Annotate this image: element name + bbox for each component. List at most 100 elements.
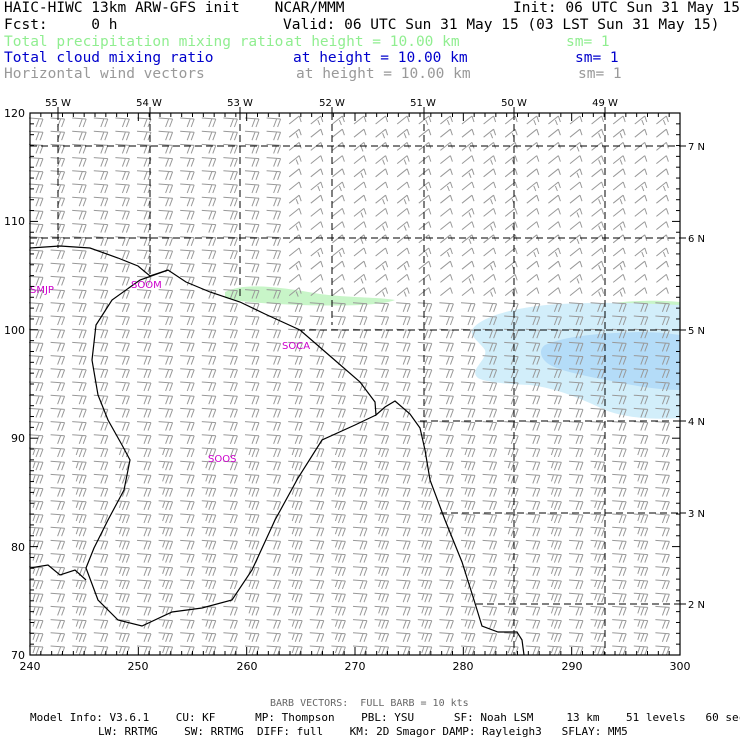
wind-barb — [440, 194, 453, 204]
wind-barb — [590, 605, 606, 616]
wind-barb — [418, 181, 432, 192]
wind-barb — [439, 605, 454, 616]
wind-barb — [309, 368, 325, 378]
wind-barb — [396, 128, 410, 139]
wind-barb — [288, 128, 302, 139]
wind-barb — [591, 181, 605, 191]
wind-barb — [310, 260, 324, 270]
wind-barb — [309, 619, 325, 629]
wind-barb — [223, 421, 238, 431]
wind-barb — [93, 632, 109, 642]
wind-barb — [396, 526, 411, 537]
wind-barb — [136, 566, 152, 576]
wind-barb — [504, 142, 518, 151]
wind-barb — [28, 381, 44, 392]
wind-barb — [417, 619, 433, 629]
wind-barb — [525, 460, 541, 471]
wind-barb — [590, 632, 606, 642]
wind-barb — [655, 566, 670, 576]
wind-barb — [633, 355, 649, 365]
wind-barb — [28, 487, 44, 497]
wind-barb — [201, 209, 217, 220]
wind-barb — [525, 381, 541, 392]
wind-barb — [288, 553, 303, 563]
wind-barb — [288, 381, 303, 392]
wind-barb — [115, 157, 130, 167]
wind-barb — [180, 539, 195, 550]
wind-barb — [591, 115, 605, 125]
wind-barb — [375, 274, 389, 283]
wind-barb — [418, 247, 432, 258]
wind-barb — [482, 605, 498, 616]
wind-barb — [223, 473, 238, 484]
wind-barb — [28, 275, 44, 286]
wind-barb — [180, 579, 195, 590]
wind-barb — [655, 473, 670, 484]
wind-barb — [180, 236, 195, 246]
wind-barb — [569, 155, 583, 164]
wind-barb — [525, 407, 541, 418]
wind-barb — [590, 526, 606, 537]
wind-barb — [310, 142, 324, 151]
wind-barb — [28, 315, 44, 326]
wind-barb — [548, 287, 561, 296]
wind-barb — [50, 249, 66, 260]
wind-barb — [612, 645, 627, 656]
wind-barb — [180, 407, 195, 418]
wind-barb — [590, 513, 606, 524]
wind-barb — [136, 421, 152, 431]
wind-barb — [115, 592, 130, 603]
wind-barb — [223, 289, 238, 299]
wind-barb — [439, 460, 454, 471]
wind-barb — [180, 566, 195, 576]
wind-barb — [28, 553, 44, 563]
wind-barb — [352, 619, 368, 629]
wind-barb — [223, 566, 238, 576]
wind-barb — [525, 341, 541, 352]
wind-barb — [460, 394, 476, 405]
wind-barb — [288, 168, 302, 178]
wind-barb — [331, 328, 346, 339]
wind-barb — [180, 473, 195, 484]
wind-barb — [374, 605, 390, 616]
wind-barb — [93, 262, 109, 273]
wind-barb — [288, 513, 303, 524]
wind-barb — [655, 407, 670, 418]
wind-barb — [331, 539, 346, 550]
wind-barb — [461, 208, 475, 218]
wind-barb — [547, 355, 562, 365]
wind-barb — [266, 130, 282, 141]
wind-barb — [309, 592, 325, 603]
wind-barb — [525, 368, 541, 378]
wind-barb — [244, 368, 260, 378]
wind-barb — [504, 115, 518, 125]
wind-barb — [158, 170, 174, 180]
wind-barb — [352, 592, 368, 603]
wind-barb — [72, 355, 87, 365]
wind-barb — [158, 196, 174, 207]
station-soom: SOOM — [131, 280, 162, 291]
wind-barb — [180, 513, 195, 524]
wind-barb — [568, 605, 584, 616]
wind-barb — [374, 500, 390, 510]
forecast-hour: Fcst: 0 h — [4, 17, 118, 33]
wind-barb — [460, 341, 476, 352]
wind-barb — [223, 262, 238, 273]
wind-barb — [50, 394, 66, 405]
wind-barb — [439, 500, 454, 510]
wind-barb — [201, 460, 217, 471]
wind-barb — [72, 381, 87, 392]
wind-barb — [569, 287, 583, 296]
wind-barb — [332, 194, 345, 204]
wind-barb — [396, 381, 411, 392]
wind-barb — [590, 302, 606, 312]
wind-barb — [417, 487, 433, 497]
wind-barb — [28, 302, 44, 312]
wind-barb — [50, 553, 66, 563]
wind-barb — [332, 128, 345, 138]
wind-barb — [28, 539, 44, 550]
wind-barb — [396, 260, 410, 271]
wind-barb — [244, 487, 260, 497]
wind-barb — [396, 592, 411, 603]
wind-barb — [288, 460, 303, 471]
